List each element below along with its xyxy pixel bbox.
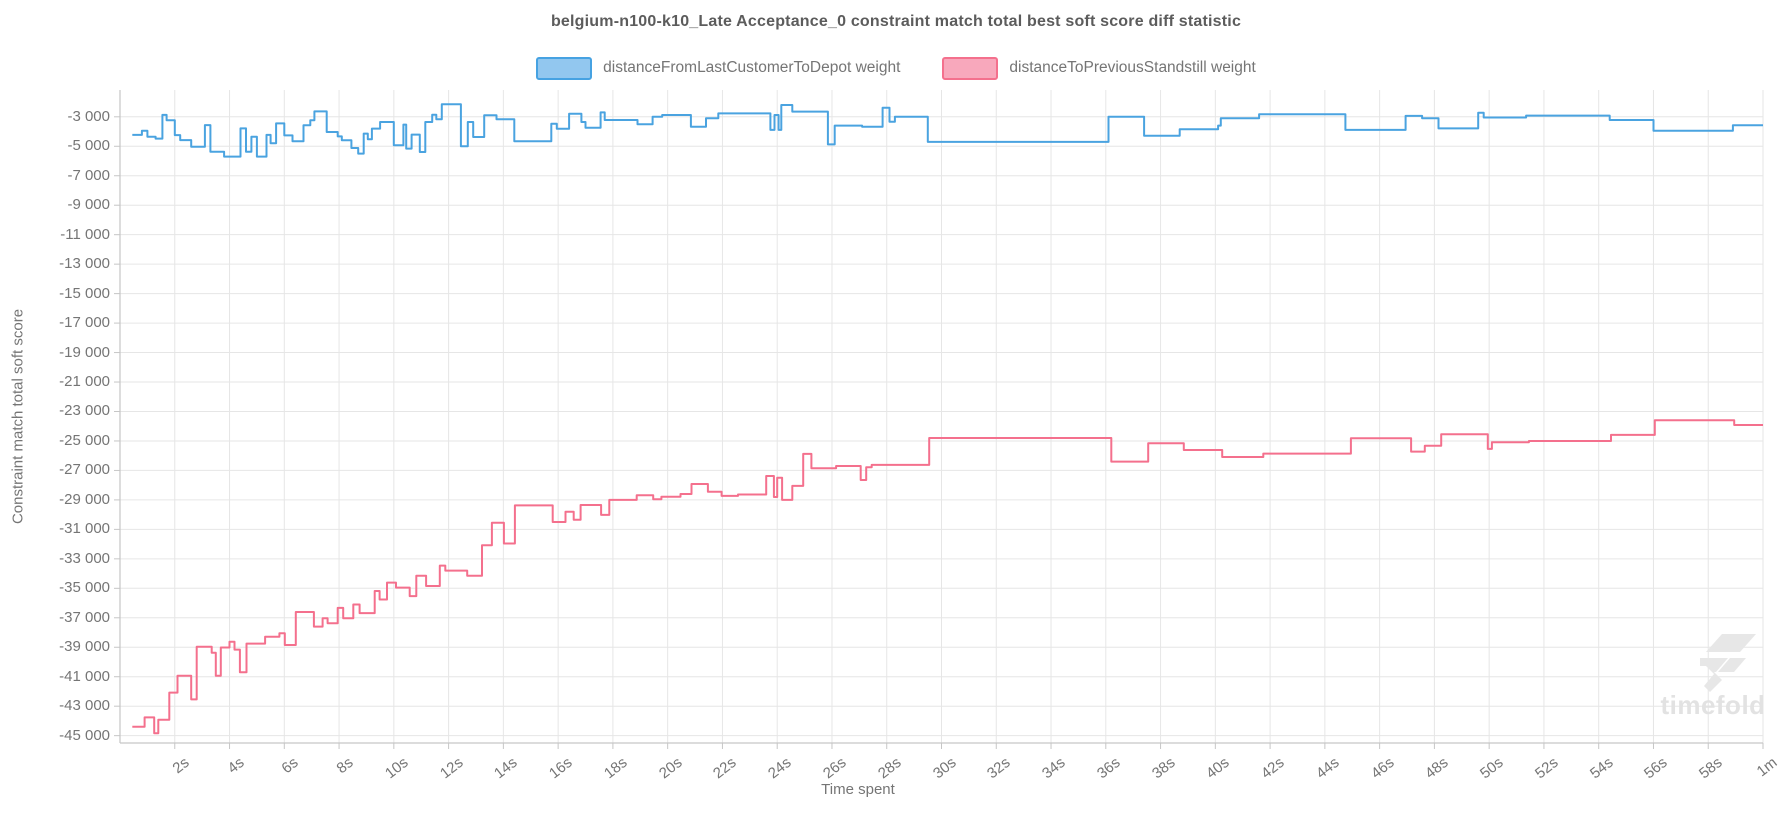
x-axis-title: Time spent: [821, 781, 895, 798]
legend-swatch-pink: [942, 56, 999, 80]
timefold-logo-icon: [1700, 634, 1756, 692]
series-distanceToPreviousStandstill: [132, 419, 1763, 735]
y-tick-label: -29 000: [59, 490, 110, 508]
y-tick-label: -5 000: [67, 137, 110, 155]
legend-item-distanceFromLastCustomerToDepot[interactable]: distanceFromLastCustomerToDepot weight: [536, 56, 901, 80]
y-tick-label: -39 000: [59, 638, 110, 656]
y-tick-label: -3 000: [67, 107, 110, 125]
y-tick-label: -35 000: [59, 579, 110, 597]
legend-item-distanceToPreviousStandstill[interactable]: distanceToPreviousStandstill weight: [942, 56, 1256, 80]
y-tick-label: -21 000: [59, 373, 110, 391]
y-tick-label: -11 000: [60, 225, 110, 243]
y-tick-label: -31 000: [59, 520, 110, 538]
watermark-text: timefold: [1660, 690, 1766, 720]
y-tick-label: -41 000: [59, 667, 110, 685]
chart-title: belgium-n100-k10_Late Acceptance_0 const…: [550, 13, 1242, 30]
y-tick-label: -23 000: [59, 402, 110, 420]
y-tick-label: -33 000: [59, 549, 110, 567]
series-distanceFromLastCustomerToDepot: [132, 103, 1763, 158]
y-tick-label: -17 000: [59, 314, 110, 332]
y-tick-label: -15 000: [59, 284, 110, 302]
y-tick-label: -45 000: [59, 726, 110, 744]
y-tick-label: -27 000: [59, 461, 110, 479]
legend-swatch-blue: [536, 56, 593, 80]
y-tick-label: -37 000: [59, 608, 110, 626]
y-tick-label: -7 000: [67, 166, 110, 184]
y-tick-label: -43 000: [59, 697, 110, 715]
y-tick-label: -13 000: [59, 255, 110, 273]
legend-label-blue: distanceFromLastCustomerToDepot weight: [603, 59, 901, 76]
y-tick-label: -19 000: [59, 343, 110, 361]
y-tick-label: -9 000: [67, 196, 110, 214]
legend-label-pink: distanceToPreviousStandstill weight: [1009, 59, 1256, 76]
y-tick-label: -25 000: [59, 431, 110, 449]
legend: distanceFromLastCustomerToDepot weight d…: [0, 55, 1792, 81]
